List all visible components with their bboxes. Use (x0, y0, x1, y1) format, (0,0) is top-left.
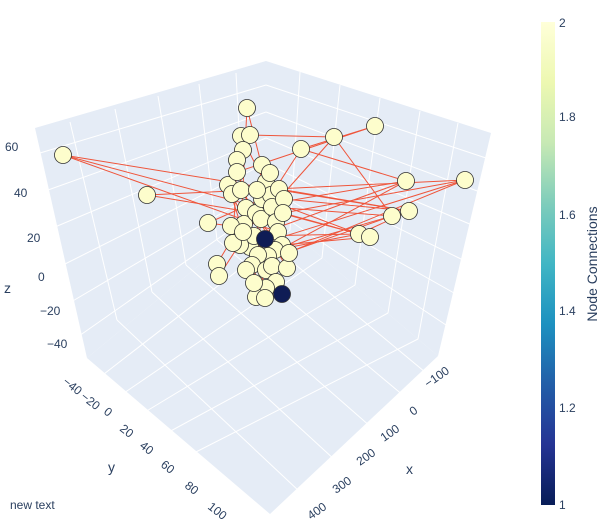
network-node (274, 204, 292, 222)
network-edge (282, 212, 360, 235)
network-edge (249, 134, 335, 138)
network-edge (333, 136, 393, 217)
y-tick-label: 60 (158, 457, 177, 476)
y-tick-label: 0 (101, 404, 115, 419)
network-node (228, 163, 246, 181)
network-node (248, 181, 266, 199)
x-tick-label: 300 (330, 473, 355, 496)
annotation-text: new text (10, 498, 55, 512)
x-axis-title: x (406, 461, 413, 477)
left-wall-gridlines (39, 72, 267, 337)
network-node (199, 214, 217, 232)
y-axis-title: y (108, 459, 115, 475)
floor-gridlines (103, 221, 426, 493)
y-tick-label: 80 (182, 478, 201, 497)
network-node (325, 128, 343, 146)
left-wall-pane (35, 61, 266, 358)
z-tick-label: −40 (47, 337, 68, 351)
network-node (456, 171, 474, 189)
x-tick-label: 400 (305, 499, 330, 522)
z-tick-label: 20 (27, 231, 41, 245)
network-edge (278, 188, 410, 212)
x-tick-label: 100 (378, 421, 403, 444)
network-node (361, 228, 379, 246)
network-node (292, 140, 310, 158)
x-tick-label: 0 (407, 403, 421, 418)
colorbar-tick-label: 1.4 (559, 304, 576, 318)
colorbar-title: Node Connections (584, 206, 600, 321)
network-node (263, 257, 281, 275)
network-node (237, 261, 255, 279)
y-tick-label: 100 (205, 499, 230, 523)
colorbar-tick-label: 1.6 (559, 208, 576, 222)
network-node (256, 289, 274, 307)
z-tick-label: 0 (38, 270, 45, 284)
network-edge (282, 179, 466, 214)
network-node (138, 186, 156, 204)
scene-panes (35, 61, 491, 514)
network-node (241, 126, 259, 144)
network-node (280, 244, 298, 262)
z-tick-label: −20 (40, 304, 61, 318)
z-axis: 60 40 20 0 −20 −40 z (4, 140, 68, 351)
network-node (54, 146, 72, 164)
colorbar-tick-label: 1 (559, 498, 566, 512)
x-tick-label: 200 (354, 445, 379, 468)
z-tick-label: 40 (14, 186, 28, 200)
floor-pane (87, 210, 438, 514)
network-node (232, 181, 250, 199)
colorbar-gradient (541, 22, 555, 505)
network-node (366, 117, 384, 135)
colorbar: 2 1.8 1.6 1.4 1.2 1 Node Connections (541, 16, 600, 512)
y-tick-label: 40 (137, 438, 156, 457)
colorbar-tick-label: 1.2 (559, 401, 576, 415)
network-node-hub (273, 285, 291, 303)
network-node (278, 259, 296, 277)
network-nodes (54, 99, 474, 307)
network-node (383, 207, 401, 225)
network-node (245, 274, 263, 292)
network-node (261, 164, 279, 182)
network-node (234, 223, 252, 241)
colorbar-tick-label: 1.8 (559, 110, 576, 124)
network-node (238, 99, 256, 117)
network-node-hub (256, 230, 274, 248)
x-tick-label: −100 (422, 363, 452, 390)
colorbar-tick-label: 2 (559, 16, 566, 30)
network-node (210, 267, 228, 285)
y-tick-label: −20 (78, 389, 103, 413)
y-tick-label: 20 (117, 421, 136, 440)
network-edge (267, 180, 407, 257)
y-tick-label: −40 (60, 374, 85, 398)
z-tick-label: 60 (5, 140, 19, 154)
network-node (400, 202, 418, 220)
z-axis-title: z (4, 280, 11, 296)
network-node (397, 172, 415, 190)
